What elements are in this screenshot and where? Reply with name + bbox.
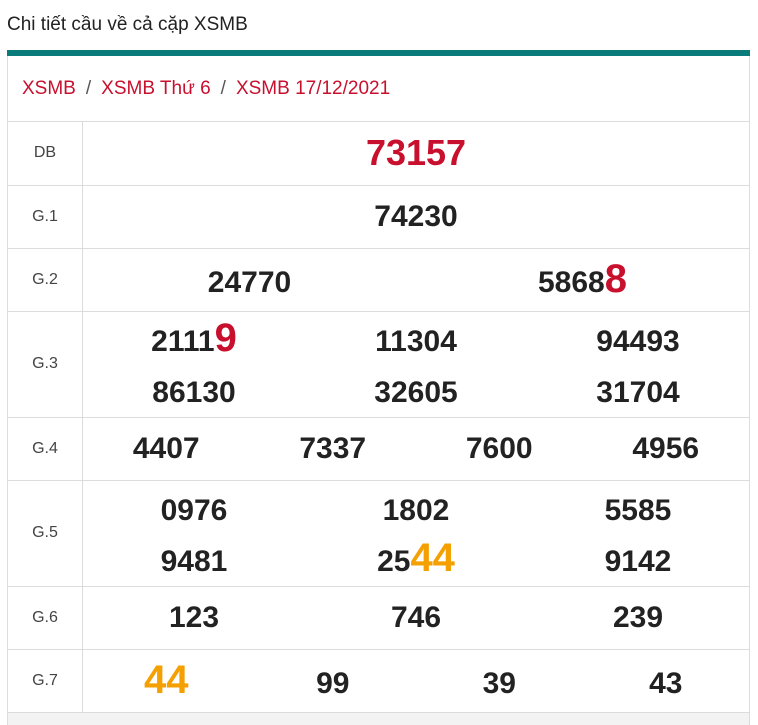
- prize-row-g6: G.6 123 746 239: [8, 586, 749, 650]
- accent-bar: [7, 50, 750, 56]
- prize-number: 7337: [299, 431, 367, 465]
- prize-label: G.4: [8, 417, 83, 481]
- prize-number: 9481: [160, 545, 228, 578]
- prize-number: 32605: [374, 376, 458, 409]
- prize-label: G.1: [8, 185, 83, 249]
- prize-number: 123: [168, 600, 220, 634]
- prize-label: G.6: [8, 586, 83, 650]
- prize-row-g2: G.2 24770 58688: [8, 248, 749, 312]
- prize-row-db: DB 73157: [8, 122, 749, 186]
- prize-number: 2544: [377, 536, 455, 580]
- breadcrumb-xsmb-thu-6[interactable]: XSMB Thứ 6: [101, 78, 211, 99]
- breadcrumb-separator: /: [85, 78, 92, 99]
- prize-row-g5: G.5 0976 1802 5585 9481 2544 9142: [8, 480, 749, 587]
- prize-row-g7: G.7 44 99 39 43: [8, 649, 749, 713]
- prize-number: 43: [649, 667, 683, 700]
- page-title: Chi tiết cầu về cả cặp XSMB: [7, 14, 248, 35]
- results-card: XSMB / XSMB Thứ 6 / XSMB 17/12/2021 DB 73157…: [7, 56, 750, 725]
- prize-label: DB: [8, 122, 83, 186]
- prize-number: 58688: [538, 257, 627, 301]
- prize-number: 9142: [604, 545, 672, 578]
- prize-number: 44: [144, 658, 189, 702]
- prize-number: 24770: [207, 266, 292, 299]
- prize-row-g4: G.4 4407 7337 7600 4956: [8, 417, 749, 481]
- special-prize-number: 73157: [365, 132, 467, 174]
- prize-label: G.2: [8, 248, 83, 312]
- prize-number: 94493: [596, 325, 680, 358]
- prize-number: 0976: [160, 494, 228, 527]
- prize-number: 86130: [152, 376, 236, 409]
- breadcrumb: XSMB / XSMB Thứ 6 / XSMB 17/12/2021: [8, 56, 749, 122]
- prize-label: G.7: [8, 649, 83, 713]
- results-table: DB 73157 G.1 74230 G.2 24770 58688 G.3 2…: [8, 122, 749, 713]
- prize-label: G.3: [8, 311, 83, 418]
- prize-label: G.5: [8, 480, 83, 587]
- footer-strip: [8, 712, 749, 725]
- breadcrumb-xsmb[interactable]: XSMB: [22, 78, 76, 99]
- prize-number: 4956: [632, 431, 700, 465]
- prize-number: 7600: [465, 431, 533, 465]
- breadcrumb-separator: /: [220, 78, 226, 99]
- breadcrumb-xsmb-date[interactable]: XSMB 17/12/2021: [235, 78, 391, 99]
- prize-row-g3: G.3 21119 11304 94493 86130 32605 31704: [8, 311, 749, 418]
- prize-number: 5585: [604, 494, 672, 527]
- prize-number: 4407: [132, 431, 200, 465]
- prize-number: 746: [390, 600, 442, 634]
- prize-number: 31704: [596, 376, 680, 409]
- prize-number: 99: [316, 667, 350, 700]
- prize-number: 21119: [151, 316, 237, 360]
- prize-row-g1: G.1 74230: [8, 185, 749, 249]
- prize-number: 39: [482, 667, 516, 700]
- prize-number: 1802: [382, 494, 450, 527]
- prize-number: 11304: [375, 325, 457, 358]
- prize-number: 74230: [374, 199, 458, 233]
- prize-number: 239: [612, 600, 664, 634]
